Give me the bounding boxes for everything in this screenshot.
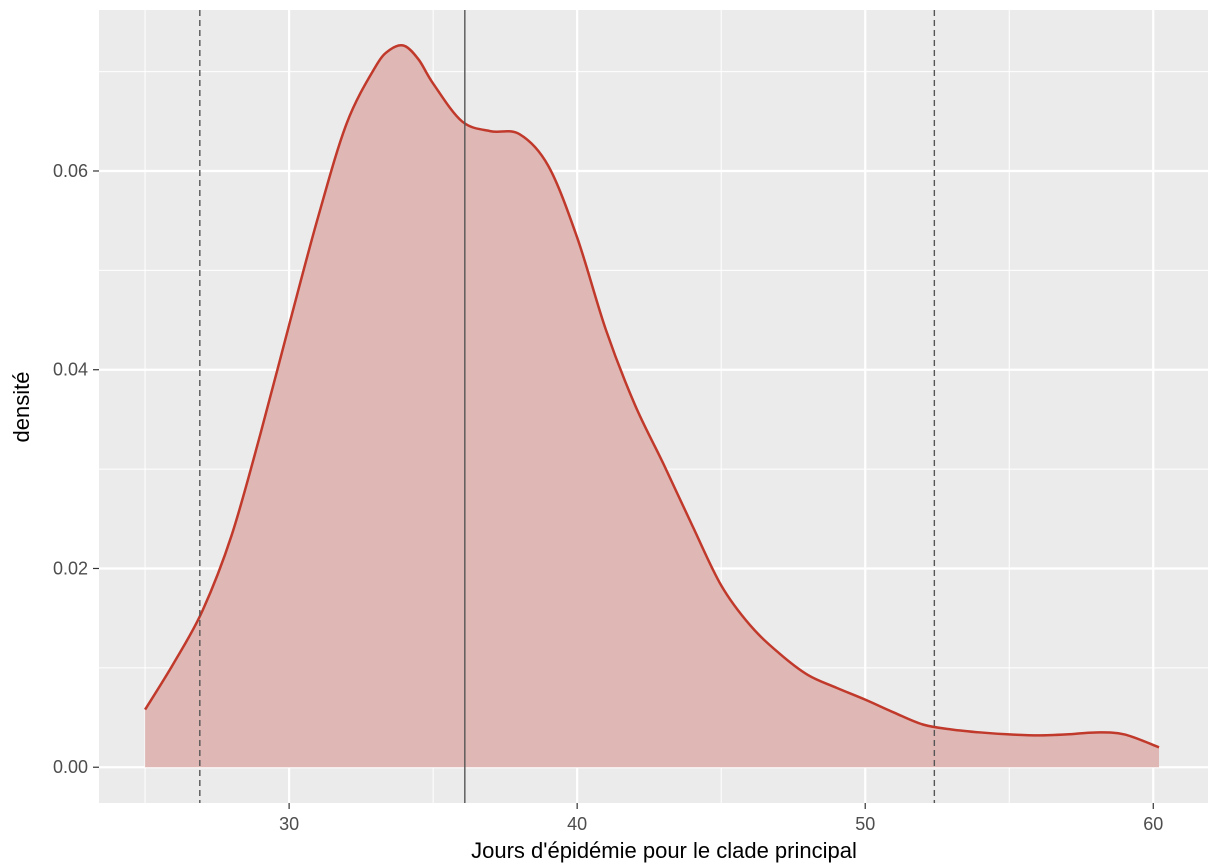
reference-lines — [199, 10, 936, 803]
x-tick-label: 50 — [855, 814, 875, 834]
y-axis-title: densité — [9, 372, 34, 443]
density-curve — [144, 43, 1160, 749]
y-tick-label: 0.00 — [53, 757, 88, 777]
x-tick-label: 40 — [567, 814, 587, 834]
x-tick-label: 30 — [279, 814, 299, 834]
density-area — [145, 45, 1160, 768]
y-tick-label: 0.06 — [53, 161, 88, 181]
axis-ticks: 30 40 50 60 0.00 0.02 0.04 0.06 — [53, 161, 1163, 834]
y-tick-label: 0.02 — [53, 558, 88, 578]
x-tick-label: 60 — [1143, 814, 1163, 834]
x-axis-title: Jours d'épidémie pour le clade principal — [471, 838, 857, 863]
y-tick-label: 0.04 — [53, 360, 88, 380]
